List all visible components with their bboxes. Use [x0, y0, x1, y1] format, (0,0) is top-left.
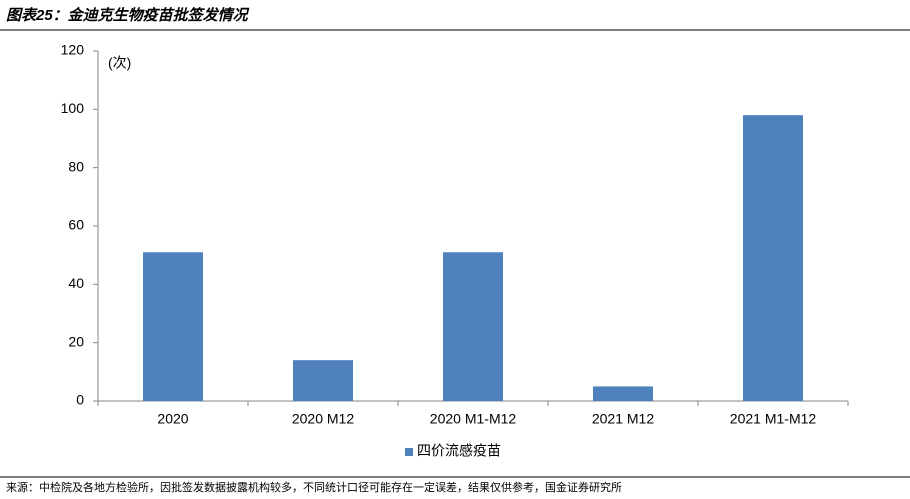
y-unit: (次) [108, 55, 131, 71]
legend-swatch [405, 448, 413, 456]
chart-title: 图表25：金迪克生物疫苗批签发情况 [6, 6, 250, 24]
bar [593, 386, 653, 401]
bar [743, 115, 803, 402]
bar [143, 252, 203, 401]
y-tick-label: 40 [68, 275, 84, 291]
y-tick-label: 0 [76, 392, 84, 408]
x-tick-label: 2020 M12 [292, 411, 354, 427]
y-tick-label: 60 [68, 217, 84, 233]
x-tick-label: 2020 [157, 411, 188, 427]
legend-label: 四价流感疫苗 [417, 443, 501, 459]
y-tick-label: 120 [61, 42, 85, 58]
bar [293, 360, 353, 401]
source: 来源：中检院及各地方检验所，因批签发数据披露机构较多，不同统计口径可能存在一定误… [6, 480, 622, 494]
x-tick-label: 2021 M12 [592, 411, 654, 427]
x-tick-label: 2020 M1-M12 [430, 411, 517, 427]
y-tick-label: 80 [68, 158, 84, 174]
y-tick-label: 100 [61, 100, 85, 116]
y-tick-label: 20 [68, 333, 84, 349]
x-tick-label: 2021 M1-M12 [730, 411, 817, 427]
bar [443, 252, 503, 401]
